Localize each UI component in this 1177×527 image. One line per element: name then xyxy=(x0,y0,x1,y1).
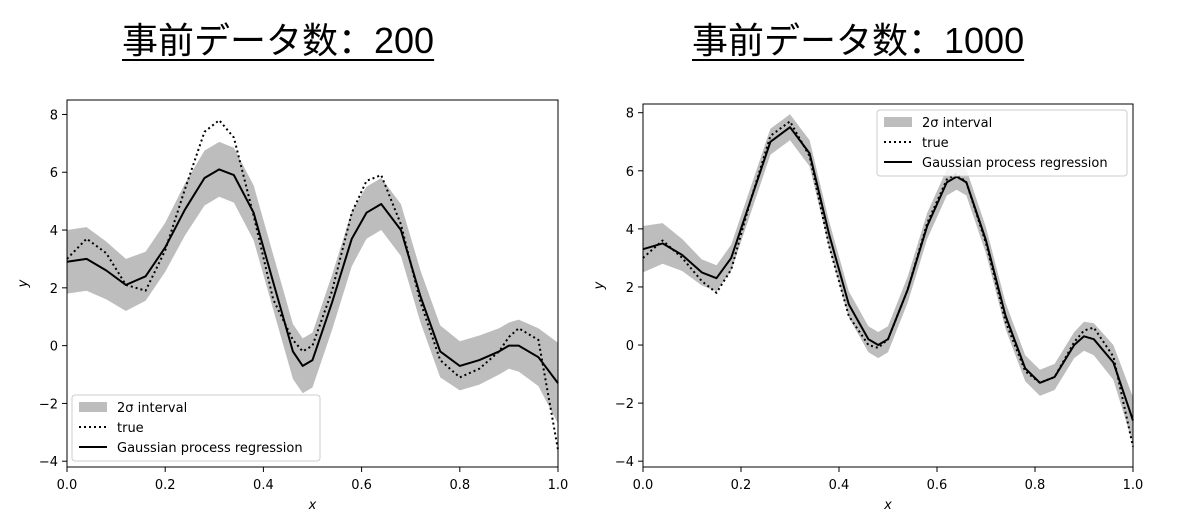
legend: 2σ interval true Gaussian process regressi… xyxy=(876,109,1128,177)
legend-label: true xyxy=(922,136,949,151)
heading-right-count: 1000 xyxy=(944,20,1025,61)
y-tick-label: −2 xyxy=(615,397,634,412)
heading-left-count: 200 xyxy=(374,20,435,61)
y-tick-label: 2 xyxy=(626,281,634,296)
chart-panel-1: 0.0 0.2 0.4 0.6 0.8 1.0 −4 −2 0 2 4 6 8 x y 2σ interval… xyxy=(16,99,569,513)
x-tick-label: 1.0 xyxy=(1123,478,1144,493)
confidence-band-2sigma xyxy=(67,141,558,424)
x-axis-label: x xyxy=(308,498,317,513)
gp-regression-line xyxy=(642,126,1134,421)
axes-frame xyxy=(66,99,559,468)
chart-panel-2: 0.0 0.2 0.4 0.6 0.8 1.0 −4 −2 0 2 4 6 8 x y 2σ interval… xyxy=(592,103,1144,513)
legend-label: true xyxy=(117,421,144,436)
x-tick-label: 0.8 xyxy=(1025,478,1046,493)
y-tick-label: −4 xyxy=(615,455,634,470)
axes-frame xyxy=(642,103,1134,468)
y-tick-label: 8 xyxy=(50,108,58,123)
x-tick-label: 0.8 xyxy=(449,478,470,493)
y-tick-label: 2 xyxy=(50,282,58,297)
y-tick-label: −4 xyxy=(39,455,58,470)
legend-swatch-band xyxy=(884,117,912,127)
y-tick-label: 4 xyxy=(50,224,58,239)
legend-label: 2σ interval xyxy=(117,401,187,416)
x-tick-label: 0.0 xyxy=(57,478,78,493)
y-axis-label: y xyxy=(592,281,607,290)
y-tick-label: 4 xyxy=(626,223,634,238)
x-axis-label: x xyxy=(883,498,892,513)
chart-heading-left: 事前データ数：200 xyxy=(122,12,434,64)
legend-swatch-band xyxy=(79,402,107,412)
legend-label: Gaussian process regression xyxy=(922,156,1108,171)
true-function-line xyxy=(66,119,559,450)
x-tick-label: 0.2 xyxy=(155,478,176,493)
x-tick-label: 1.0 xyxy=(548,478,569,493)
legend-frame xyxy=(876,109,1128,177)
x-tick-label: 0.6 xyxy=(927,478,948,493)
legend-label: 2σ interval xyxy=(922,116,992,131)
legend: 2σ interval true Gaussian process regressi… xyxy=(71,394,321,462)
y-tick-label: −2 xyxy=(39,397,58,412)
y-tick-label: 6 xyxy=(50,166,58,181)
chart-heading-right: 事前データ数：1000 xyxy=(692,12,1024,64)
y-tick-label: 6 xyxy=(626,165,634,180)
y-axis-label: y xyxy=(16,279,31,288)
y-tick-label: 8 xyxy=(626,107,634,122)
legend-label: Gaussian process regression xyxy=(117,441,303,456)
heading-left-prefix: 事前データ数： xyxy=(122,21,375,62)
y-tick-label: 0 xyxy=(626,339,634,354)
gp-regression-line xyxy=(66,168,559,384)
x-tick-label: 0.6 xyxy=(351,478,372,493)
legend-frame xyxy=(71,394,321,462)
heading-right-prefix: 事前データ数： xyxy=(692,21,945,62)
y-tick-label: 0 xyxy=(50,340,58,355)
x-tick-label: 0.2 xyxy=(731,478,752,493)
x-tick-label: 0.4 xyxy=(253,478,274,493)
x-tick-label: 0.4 xyxy=(829,478,850,493)
x-tick-label: 0.0 xyxy=(633,478,654,493)
